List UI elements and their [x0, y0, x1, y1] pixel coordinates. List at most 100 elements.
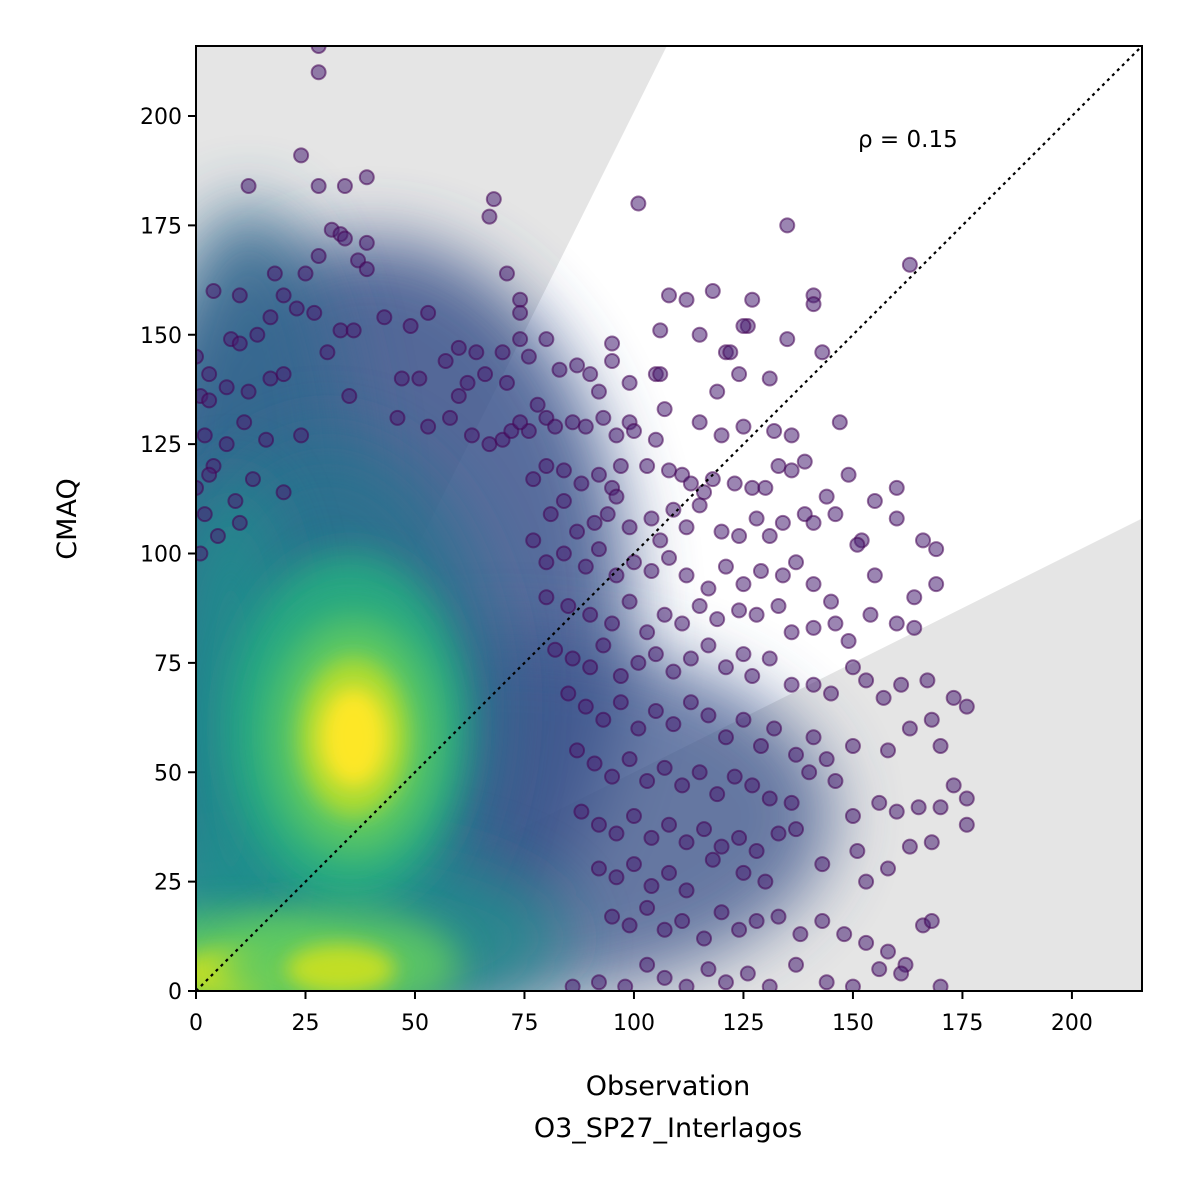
- scatter-point-313: [604, 908, 621, 925]
- scatter-point-285: [590, 816, 607, 833]
- scatter-point-113: [442, 409, 459, 426]
- scatter-point-183: [678, 567, 695, 584]
- scatter-point-273: [761, 790, 778, 807]
- scatter-point-82: [218, 379, 235, 396]
- scatter-point-104: [831, 414, 848, 431]
- scatter-point-87: [590, 383, 607, 400]
- y-tick-label: 175: [140, 214, 182, 239]
- scatter-point-102: [766, 423, 783, 439]
- scatter-point-26: [288, 300, 305, 317]
- y-axis-ticks: 0 25 50 75 100 125 150 175 200: [140, 105, 196, 1005]
- scatter-point-249: [700, 707, 717, 724]
- scatter-point-256: [818, 751, 835, 768]
- scatter-point-189: [788, 554, 805, 571]
- scatter-point-201: [621, 593, 638, 610]
- scatter-point-1: [310, 64, 327, 81]
- y-tick-label: 75: [154, 652, 182, 677]
- scatter-point-320: [731, 921, 748, 938]
- scatter-point-59: [201, 366, 218, 383]
- scatter-point-180: [625, 554, 642, 571]
- scatter-point-182: [661, 549, 677, 566]
- scatter-point-185: [717, 558, 734, 575]
- scatter-point-120: [201, 466, 218, 483]
- scatter-point-321: [748, 913, 765, 929]
- scatter-point-139: [757, 479, 774, 496]
- scatter-point-174: [525, 532, 542, 549]
- density-core-1: [285, 944, 396, 991]
- scatter-point-301: [590, 860, 607, 877]
- y-tick-label: 25: [154, 871, 182, 896]
- scatter-point-242: [577, 698, 594, 715]
- scatter-point-62: [275, 366, 292, 383]
- scatter-point-125: [538, 458, 555, 474]
- scatter-point-252: [752, 738, 769, 754]
- scatter-point-211: [805, 619, 822, 636]
- scatter-point-243: [595, 711, 612, 728]
- scatter-point-277: [844, 808, 861, 824]
- scatter-point-162: [805, 514, 822, 531]
- scatter-point-292: [713, 838, 730, 855]
- scatter-point-219: [582, 659, 599, 676]
- scatter-point-206: [709, 611, 726, 628]
- scatter-point-9: [630, 195, 647, 212]
- scatter-point-123: [275, 484, 292, 501]
- scatter-point-187: [752, 563, 769, 579]
- scatter-point-43: [691, 326, 708, 343]
- scatter-point-191: [823, 593, 840, 610]
- scatter-point-42: [652, 322, 669, 339]
- scatter-point-278: [871, 794, 888, 811]
- scatter-point-81: [240, 383, 257, 400]
- scatter-point-124: [525, 471, 542, 488]
- scatter-point-45: [722, 344, 739, 361]
- scatter-point-279: [888, 803, 905, 820]
- scatter-point-16: [779, 217, 796, 234]
- scatter-point-229: [744, 668, 761, 684]
- scatter-point-325: [836, 926, 853, 943]
- scatter-point-205: [691, 598, 708, 614]
- scatter-point-149: [608, 488, 625, 505]
- scatter-point-236: [875, 689, 892, 706]
- scatter-point-296: [788, 821, 805, 838]
- scatter-point-158: [748, 510, 765, 527]
- scatter-point-77: [709, 383, 726, 400]
- x-tick-label: 75: [510, 1011, 538, 1036]
- scatter-point-224: [665, 663, 682, 680]
- scatter-point-232: [805, 676, 822, 693]
- scatter-point-100: [713, 427, 730, 444]
- scatter-point-244: [612, 694, 629, 711]
- scatter-point-257: [844, 738, 861, 754]
- scatter-point-20: [498, 265, 515, 282]
- scatter-point-241: [560, 685, 577, 702]
- x-tick-label: 0: [189, 1011, 203, 1036]
- scatter-point-112: [420, 418, 437, 435]
- scatter-point-155: [691, 497, 708, 514]
- scatter-point-210: [783, 624, 800, 641]
- scatter-point-175: [538, 554, 555, 571]
- scatter-point-146: [569, 523, 586, 540]
- scatter-point-335: [717, 974, 734, 991]
- scatter-point-157: [731, 528, 748, 544]
- scatter-point-287: [625, 808, 642, 824]
- scatter-point-282: [945, 777, 962, 794]
- scatter-point-258: [879, 742, 896, 759]
- scatter-point-194: [888, 510, 905, 527]
- scatter-point-73: [604, 353, 621, 369]
- scatter-point-136: [704, 471, 721, 488]
- scatter-point-159: [761, 528, 778, 544]
- rho-annotation: ρ = 0.15: [858, 127, 958, 153]
- scatter-point-167: [888, 479, 905, 496]
- scatter-point-53: [332, 322, 349, 339]
- scatter-point-164: [827, 506, 844, 523]
- x-axis-ticks: 0 25 50 75 100 125 150 175 200: [189, 991, 1093, 1036]
- scatter-point-51: [249, 326, 266, 343]
- scatter-point-142: [796, 453, 813, 470]
- scatter-point-212: [827, 615, 844, 632]
- scatter-point-173: [196, 545, 209, 562]
- scatter-point-208: [748, 606, 765, 623]
- scatter-point-56: [450, 339, 467, 356]
- scatter-point-235: [858, 672, 875, 689]
- scatter-point-262: [569, 742, 586, 759]
- scatter-point-188: [774, 567, 791, 584]
- scatter-point-38: [512, 331, 529, 348]
- x-tick-label: 175: [941, 1011, 983, 1036]
